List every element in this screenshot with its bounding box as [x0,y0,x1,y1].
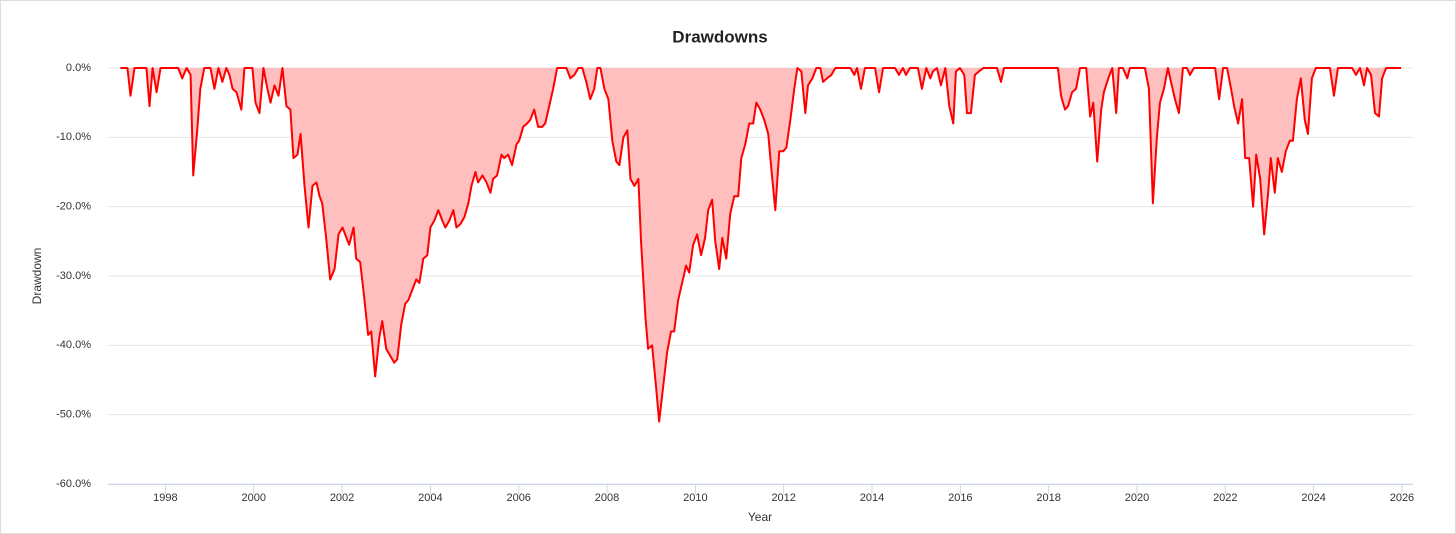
area-fill [120,68,1402,422]
x-tick-label: 2000 [241,492,265,504]
y-axis-title: Drawdown [30,248,44,305]
y-tick-label: -30.0% [56,270,91,282]
x-tick-label: 2012 [771,492,795,504]
y-tick-label: -40.0% [56,339,91,351]
x-tick-label: 2006 [506,492,530,504]
y-tick-label: 0.0% [66,62,91,74]
x-tick-label: 2004 [418,492,442,504]
x-tick-label: 2016 [948,492,972,504]
x-tick-label: 2002 [330,492,354,504]
x-axis-title: Year [748,510,772,524]
x-tick-label: 2020 [1125,492,1149,504]
y-tick-label: -60.0% [56,478,91,490]
y-tick-label: -50.0% [56,409,91,421]
x-tick-label: 2018 [1036,492,1060,504]
x-tick-label: 1998 [153,492,177,504]
x-tick-label: 2010 [683,492,707,504]
x-tick-label: 2022 [1213,492,1237,504]
x-tick-label: 2008 [595,492,619,504]
chart-title: Drawdowns [672,27,767,46]
x-tick-label: 2026 [1390,492,1414,504]
y-tick-label: -20.0% [56,201,91,213]
area-line [120,67,1402,423]
y-tick-label: -10.0% [56,131,91,143]
x-tick-label: 2014 [860,492,884,504]
x-tick-label: 2024 [1301,492,1325,504]
